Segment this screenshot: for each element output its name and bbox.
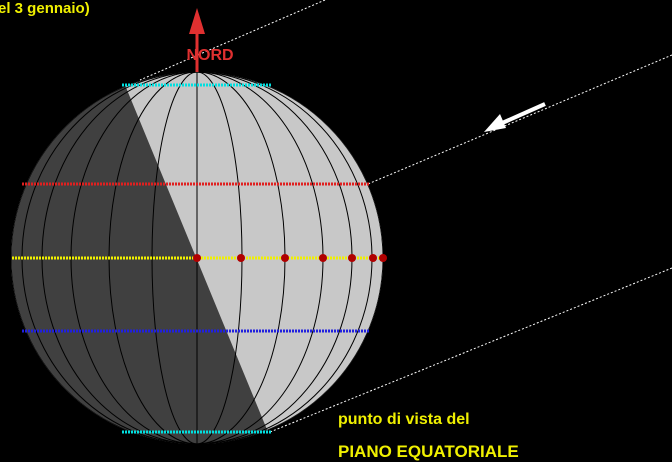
north-arrow: [189, 8, 205, 72]
viewpoint-line2: PIANO EQUATORIALE: [338, 442, 519, 461]
arrow-shaft: [499, 102, 546, 126]
caption: el 3 gennaio): [0, 0, 90, 17]
point: [379, 254, 387, 262]
point: [369, 254, 377, 262]
point: [193, 254, 201, 262]
viewpoint-line1: punto di vista del: [338, 411, 470, 428]
sun-ray: [269, 267, 672, 433]
sun-ray: [139, 0, 326, 81]
dark-side: [11, 72, 272, 444]
sun-ray: [367, 54, 672, 185]
sun-arrow: [484, 102, 546, 132]
point: [319, 254, 327, 262]
equator-points: [193, 254, 387, 262]
point: [281, 254, 289, 262]
sun-rays: [139, 0, 672, 433]
point: [348, 254, 356, 262]
arrow-head: [189, 8, 205, 34]
north-label: NORD: [186, 47, 233, 64]
point: [237, 254, 245, 262]
arrow-head: [484, 114, 506, 132]
